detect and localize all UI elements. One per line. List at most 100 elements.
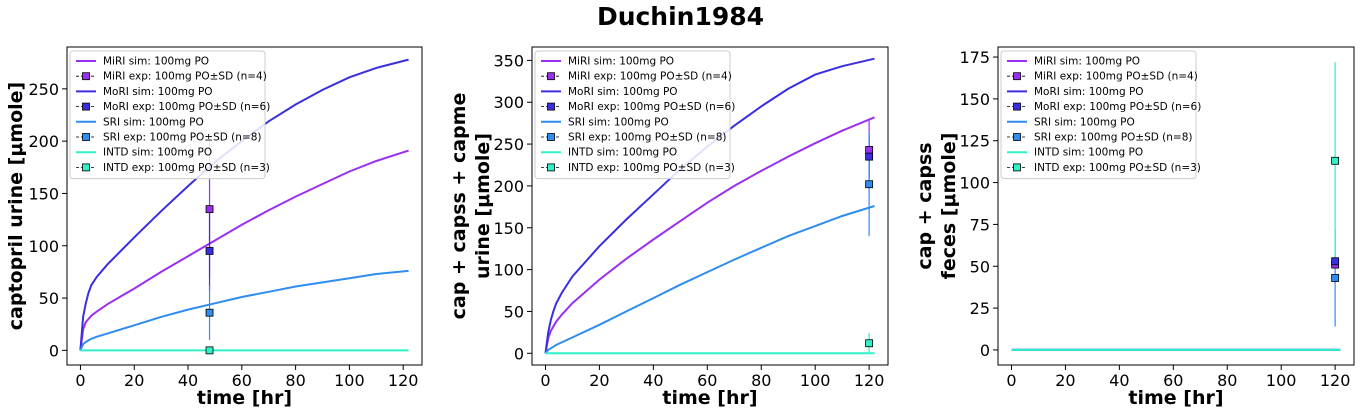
legend-label: INTD sim: 100mg PO bbox=[568, 147, 677, 159]
legend-marker-sri bbox=[1013, 133, 1021, 141]
sim-line-mori bbox=[79, 58, 409, 351]
legend-marker-intd bbox=[547, 163, 555, 172]
y-tick-label: 0 bbox=[49, 341, 59, 360]
y-axis-label: feces [μmole] bbox=[938, 133, 960, 280]
legend: MiRI sim: 100mg PO MiRI exp: 100mg PO±SD … bbox=[534, 50, 735, 180]
legend: MiRI sim: 100mg PO MiRI exp: 100mg PO±SD … bbox=[1000, 50, 1201, 180]
data-point-mori bbox=[865, 152, 874, 161]
y-tick-label: 150 bbox=[493, 219, 524, 238]
x-tick-label: 20 bbox=[124, 371, 144, 390]
legend-box bbox=[69, 50, 266, 180]
x-tick-label: 40 bbox=[178, 371, 198, 390]
x-tick-label: 0 bbox=[75, 371, 85, 390]
legend-label: SRI exp: 100mg PO±SD (n=8) bbox=[568, 132, 727, 144]
y-tick-label: 350 bbox=[493, 51, 524, 70]
legend-marker-mori bbox=[1013, 102, 1021, 111]
data-point-miri bbox=[865, 146, 874, 154]
y-tick-label: 250 bbox=[493, 135, 524, 154]
sim-line-miri bbox=[544, 116, 875, 354]
legend-label: MiRI sim: 100mg PO bbox=[103, 56, 209, 68]
x-tick-label: 100 bbox=[1266, 371, 1297, 390]
y-tick-label: 100 bbox=[493, 261, 524, 280]
legend-label: MoRI sim: 100mg PO bbox=[103, 86, 213, 98]
legend-marker-miri bbox=[82, 72, 90, 81]
sim-line-miri bbox=[79, 149, 409, 351]
legend-label: MoRI sim: 100mg PO bbox=[1034, 86, 1144, 98]
legend-label: MoRI exp: 100mg PO±SD (n=6) bbox=[103, 101, 270, 113]
axes-frame bbox=[531, 46, 889, 366]
legend-label: SRI sim: 100mg PO bbox=[103, 116, 204, 128]
legend-label: MoRI exp: 100mg PO±SD (n=6) bbox=[568, 101, 735, 113]
x-tick-label: 80 bbox=[751, 371, 771, 390]
plot-area bbox=[79, 58, 409, 355]
y-tick-label: 25 bbox=[970, 299, 990, 318]
x-tick-label: 40 bbox=[643, 371, 663, 390]
plot-area bbox=[1011, 62, 1341, 351]
y-tick-label: 50 bbox=[39, 289, 59, 308]
sim-line-sri bbox=[544, 205, 875, 354]
y-tick-label: 0 bbox=[514, 344, 524, 363]
panel-cap-capss-capme-urine: 0 20 40 60 80 100 120 0 50 100 150 200 250 300 350 time… bbox=[448, 46, 889, 409]
y-axis-label: cap + capss + capme bbox=[448, 93, 470, 320]
legend-marker-intd bbox=[1013, 163, 1021, 172]
y-axis-label: captopril urine [μmole] bbox=[5, 82, 27, 330]
x-tick-label: 80 bbox=[285, 371, 305, 390]
legend-marker-miri bbox=[1013, 72, 1021, 81]
figure-title: Duchin1984 bbox=[596, 2, 765, 31]
legend-label: INTD exp: 100mg PO±SD (n=3) bbox=[103, 162, 270, 174]
legend-label: INTD sim: 100mg PO bbox=[1034, 147, 1143, 159]
data-point-intd bbox=[865, 339, 874, 348]
legend-label: SRI sim: 100mg PO bbox=[1034, 116, 1135, 128]
x-tick-label: 60 bbox=[232, 371, 252, 390]
legend-label: MiRI sim: 100mg PO bbox=[1034, 56, 1140, 68]
y-tick-label: 200 bbox=[28, 132, 59, 151]
y-tick-label: 50 bbox=[504, 302, 524, 321]
y-tick-label: 0 bbox=[980, 341, 990, 360]
legend-marker-mori bbox=[547, 102, 555, 111]
legend-label: MoRI exp: 100mg PO±SD (n=6) bbox=[1034, 101, 1201, 113]
x-tick-label: 100 bbox=[334, 371, 365, 390]
legend-marker-sri bbox=[547, 133, 555, 141]
y-axis-label: cap + capss bbox=[914, 142, 936, 269]
legend-box bbox=[1000, 50, 1197, 180]
legend-marker-mori bbox=[82, 102, 90, 111]
y-tick-label: 125 bbox=[959, 132, 990, 151]
y-tick-label: 200 bbox=[493, 177, 524, 196]
x-tick-label: 60 bbox=[697, 371, 717, 390]
legend-label: SRI exp: 100mg PO±SD (n=8) bbox=[103, 132, 262, 144]
y-tick-label: 150 bbox=[959, 90, 990, 109]
legend-label: MiRI exp: 100mg PO±SD (n=4) bbox=[568, 71, 732, 83]
legend-marker-intd bbox=[82, 163, 90, 172]
y-axis-label: urine [μmole] bbox=[472, 133, 494, 279]
panel-captopril-urine: 0 20 40 60 80 100 120 0 50 100 150 200 250 time [hr] c… bbox=[5, 46, 423, 409]
x-tick-label: 20 bbox=[1055, 371, 1075, 390]
data-point-intd bbox=[205, 346, 214, 355]
legend-label: INTD exp: 100mg PO±SD (n=3) bbox=[1034, 162, 1201, 174]
x-tick-label: 0 bbox=[1006, 371, 1016, 390]
legend-label: MiRI exp: 100mg PO±SD (n=4) bbox=[1034, 71, 1198, 83]
x-tick-label: 40 bbox=[1109, 371, 1129, 390]
legend-label: MiRI exp: 100mg PO±SD (n=4) bbox=[103, 71, 267, 83]
data-point-sri bbox=[865, 180, 874, 189]
plot-area bbox=[544, 57, 875, 355]
axes-frame bbox=[66, 46, 423, 366]
x-axis-label: time [hr] bbox=[197, 387, 292, 409]
data-point-intd bbox=[1331, 156, 1340, 165]
y-tick-label: 175 bbox=[959, 48, 990, 67]
legend-label: INTD exp: 100mg PO±SD (n=3) bbox=[568, 162, 735, 174]
x-tick-label: 120 bbox=[1320, 371, 1351, 390]
sim-line-sri bbox=[79, 269, 409, 351]
axes-frame bbox=[997, 46, 1355, 366]
legend-marker-sri bbox=[82, 133, 90, 141]
y-tick-label: 250 bbox=[28, 80, 59, 99]
legend-label: MiRI sim: 100mg PO bbox=[568, 56, 674, 68]
panel-cap-capss-feces: 0 20 40 60 80 100 120 0 25 50 75 100 125 150 175 time [… bbox=[914, 46, 1355, 409]
data-point-mori bbox=[1331, 257, 1340, 266]
sim-line-mori bbox=[544, 57, 875, 354]
x-axis-label: time [hr] bbox=[662, 387, 757, 409]
legend-label: SRI exp: 100mg PO±SD (n=8) bbox=[1034, 132, 1193, 144]
x-tick-label: 0 bbox=[540, 371, 550, 390]
legend-label: INTD sim: 100mg PO bbox=[103, 147, 212, 159]
x-tick-label: 60 bbox=[1163, 371, 1183, 390]
